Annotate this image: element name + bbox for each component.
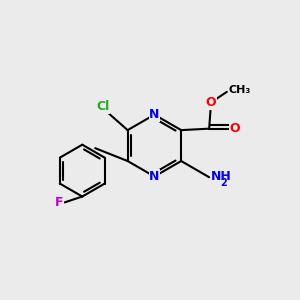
Text: N: N bbox=[149, 108, 160, 121]
Text: CH₃: CH₃ bbox=[228, 85, 250, 95]
Text: O: O bbox=[229, 122, 240, 135]
Text: NH: NH bbox=[211, 170, 231, 183]
Text: F: F bbox=[55, 196, 64, 209]
Text: Cl: Cl bbox=[96, 100, 109, 113]
Text: O: O bbox=[205, 96, 216, 109]
Text: N: N bbox=[149, 170, 160, 183]
Text: 2: 2 bbox=[220, 178, 227, 188]
